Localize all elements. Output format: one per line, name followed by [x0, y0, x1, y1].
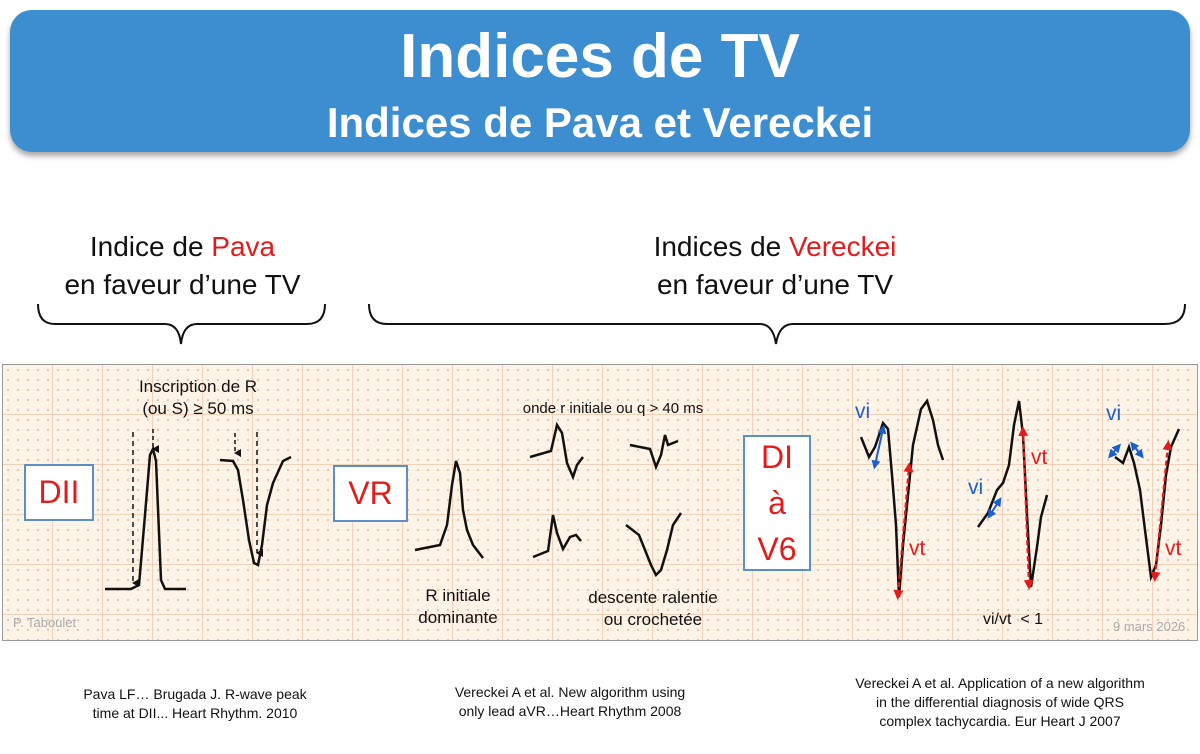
vereckei-complex-1 [859, 398, 945, 600]
heading-pava: Indice de Pava en faveur d’une TV [20, 228, 345, 304]
label-inscription-line1: Inscription de R [138, 377, 258, 396]
label-vt-3: vt [1165, 537, 1182, 560]
avr-complex-small-3 [532, 514, 582, 559]
label-vt-2: vt [1031, 446, 1048, 469]
label-descente-line2: ou crochetée [603, 610, 703, 629]
heading-pava-name: Pava [211, 231, 276, 262]
reference-avr-line2: only lead aVR…Heart Rhythm 2008 [458, 703, 682, 719]
ecg-panel: DII VR DI à V6 Inscription de R (ou S) ≥… [2, 364, 1198, 641]
label-vt-1: vt [909, 537, 926, 560]
heading-vereckei-prefix: Indices de [653, 231, 789, 262]
ecg-tracings [105, 398, 1181, 600]
date-stamp: 9 mars 2026 [1113, 619, 1186, 634]
reference-eur-line3: complex tachycardia. Eur Heart J 2007 [879, 713, 1121, 729]
lead-di: DI [761, 439, 793, 475]
reference-eur-line2: in the differential diagnosis of wide QR… [876, 694, 1124, 710]
heading-pava-line2: en faveur d’une TV [64, 269, 301, 300]
label-vi-3: vi [1106, 402, 1122, 425]
label-descente-line1: descente ralentie [588, 588, 718, 607]
reference-pava: Pava LF… Brugada J. R-wave peak time at … [45, 685, 345, 723]
heading-pava-prefix: Indice de [89, 231, 212, 262]
label-r-initiale-line1: R initiale [425, 586, 491, 605]
reference-avr-line1: Vereckei A et al. New algorithm using [454, 684, 686, 700]
reference-eur-heart: Vereckei A et al. Application of a new a… [810, 674, 1190, 731]
brace-pava [37, 303, 326, 345]
heading-vereckei-line2: en faveur d’une TV [656, 269, 894, 300]
lead-a: à [768, 485, 786, 521]
reference-avr: Vereckei A et al. New algorithm using on… [420, 683, 720, 721]
avr-complex-small-1 [529, 421, 584, 481]
label-r-initiale: R initiale dominante [388, 585, 528, 629]
lead-v6: V6 [757, 531, 797, 567]
avr-complex-main [414, 460, 484, 559]
avr-complex-small-2 [629, 434, 679, 471]
label-r-initiale-line2: dominante [418, 608, 498, 627]
label-inscription: Inscription de R (ou S) ≥ 50 ms [113, 376, 283, 420]
label-vi-2: vi [968, 476, 984, 499]
heading-vereckei-name: Vereckei [789, 231, 897, 262]
author-credit: P. Taboulet [13, 615, 77, 630]
reference-pava-line2: time at DII... Heart Rhythm. 2010 [92, 705, 298, 721]
page-subtitle: Indices de Pava et Vereckei [326, 99, 874, 146]
heading-vereckei: Indices de Vereckei en faveur d’une TV [540, 228, 1010, 304]
page-title: Indices de TV [400, 22, 800, 91]
lead-box-dii: DII [24, 464, 94, 521]
brace-vereckei [368, 303, 1186, 345]
lead-box-vr: VR [333, 465, 408, 522]
label-vi-1: vi [855, 400, 871, 423]
lead-box-di-v6: DI à V6 [743, 435, 811, 571]
avr-complex-small-4 [625, 512, 683, 578]
label-inscription-line2: (ou S) ≥ 50 ms [142, 399, 254, 418]
label-ratio: vi/vt < 1 [983, 611, 1044, 628]
reference-eur-line1: Vereckei A et al. Application of a new a… [855, 675, 1145, 691]
label-onde-r: onde r initiale ou q > 40 ms [522, 400, 704, 417]
title-banner: Indices de TV Indices de Pava et Verecke… [10, 10, 1190, 152]
vereckei-complex-2 [976, 400, 1049, 590]
vereckei-complex-3 [1108, 428, 1181, 582]
dii-complex-1 [105, 429, 186, 591]
reference-pava-line1: Pava LF… Brugada J. R-wave peak [83, 686, 307, 702]
label-descente: descente ralentie ou crochetée [558, 587, 748, 631]
dii-complex-2 [219, 432, 292, 567]
